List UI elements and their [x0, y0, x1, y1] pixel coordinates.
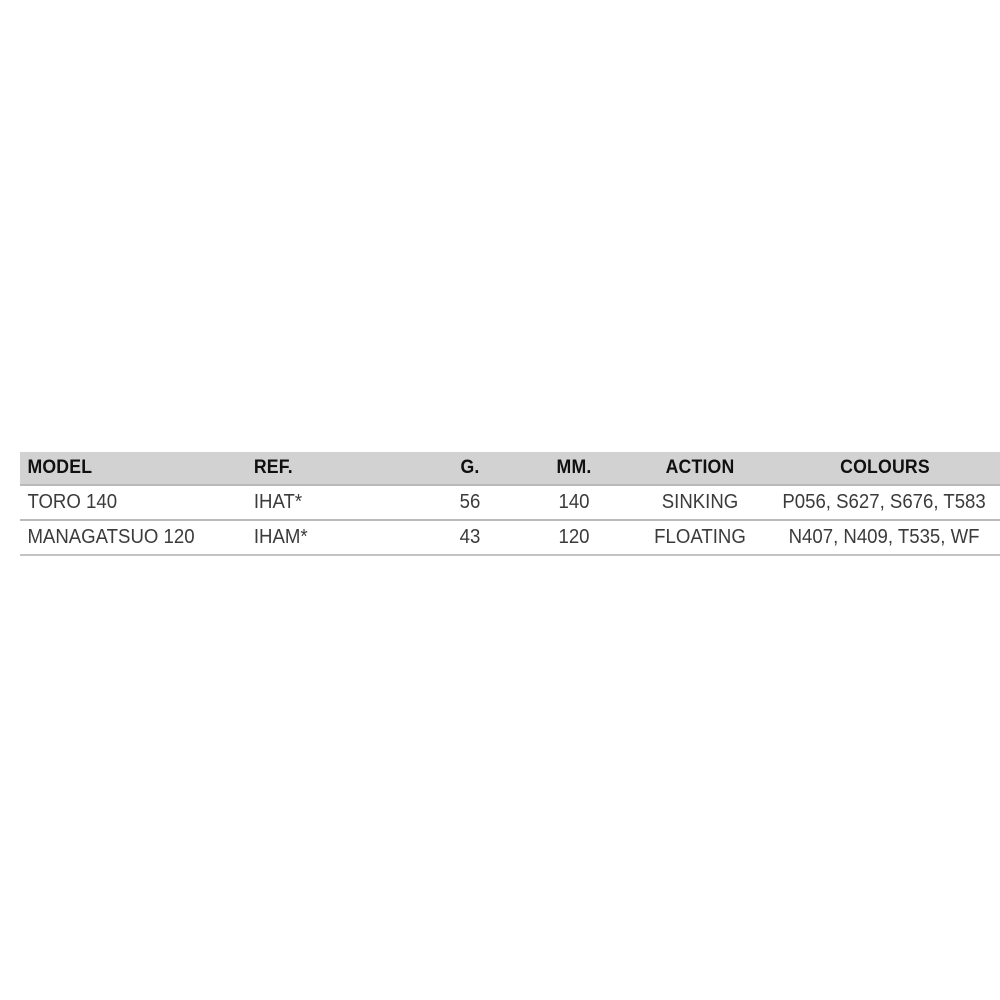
column-header-model: MODEL [27, 457, 93, 478]
column-header-g: G. [460, 457, 480, 478]
cell-g: 43 [425, 519, 515, 554]
table-row: MANAGATSUO 120 IHAM* 43 120 FLOATING N40… [20, 519, 1000, 554]
spec-table-container: MODEL REF. G. MM. ACTION COLOURS TORO 14… [20, 452, 1000, 556]
cell-mm: 140 [521, 484, 627, 520]
table-row: TORO 140 IHAT* 56 140 SINKING P056, S627… [20, 484, 1000, 520]
cell-g: 56 [425, 484, 515, 520]
table-header: MODEL REF. G. MM. ACTION COLOURS [20, 452, 1000, 485]
column-header-colours: COLOURS [840, 457, 930, 478]
column-header-ref: REF. [253, 457, 293, 478]
cell-mm: 120 [521, 519, 627, 554]
column-header-mm: MM. [556, 457, 592, 478]
cell-action: SINKING [634, 484, 766, 520]
column-header-action: ACTION [665, 457, 735, 478]
cell-model: MANAGATSUO 120 [20, 519, 236, 554]
cell-ref: IHAM* [252, 519, 411, 554]
cell-action: FLOATING [634, 519, 766, 554]
cell-ref: IHAT* [252, 484, 411, 520]
product-spec-table: MODEL REF. G. MM. ACTION COLOURS TORO 14… [20, 452, 1000, 554]
cell-colours: P056, S627, S676, T583 [778, 484, 992, 520]
cell-model: TORO 140 [20, 484, 236, 520]
table-bottom-rule [20, 554, 1000, 556]
table-body: TORO 140 IHAT* 56 140 SINKING P056, S627… [20, 484, 1000, 554]
cell-colours: N407, N409, T535, WF [778, 519, 992, 554]
table-header-row: MODEL REF. G. MM. ACTION COLOURS [20, 452, 1000, 485]
